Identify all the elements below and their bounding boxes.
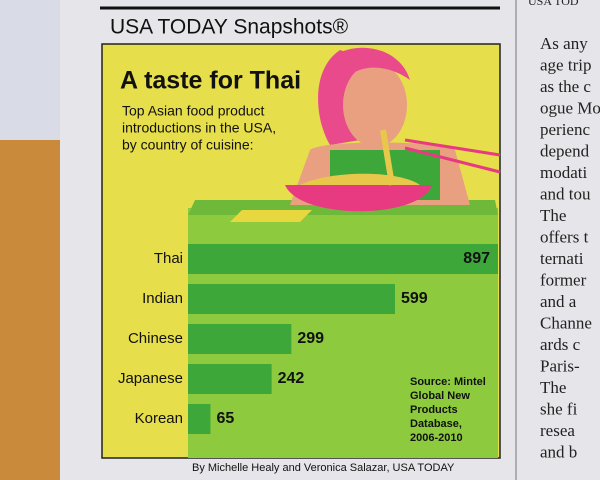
source-line: Products xyxy=(410,404,458,416)
byline: By Michelle Healy and Veronica Salazar, … xyxy=(192,462,455,474)
subtitle-line: by country of cuisine: xyxy=(122,137,254,153)
illustration xyxy=(285,47,501,212)
side-text-line: depend xyxy=(540,141,590,160)
bar xyxy=(188,404,211,434)
category-label: Thai xyxy=(154,250,183,267)
side-text-line: The xyxy=(540,206,566,225)
value-label: 299 xyxy=(297,330,324,347)
chart-title: A taste for Thai xyxy=(120,67,301,95)
bar xyxy=(188,364,272,394)
bar xyxy=(188,244,498,274)
source-line: 2006-2010 xyxy=(410,432,463,444)
category-label: Indian xyxy=(142,290,183,307)
source: Source: Mintel Global New Products Database… xyxy=(410,376,486,444)
side-text-line: perienc xyxy=(540,120,590,139)
source-line: Source: Mintel xyxy=(410,376,486,388)
header: USA TODAY Snapshots® xyxy=(110,16,349,39)
side-text-line: ogue Mo xyxy=(540,98,600,117)
side-text-line: she fi xyxy=(540,399,578,418)
side-text-line: ternati xyxy=(540,249,584,268)
placemat xyxy=(230,210,312,222)
side-text-line: Paris- xyxy=(540,356,580,375)
side-text-line: modati xyxy=(540,163,587,182)
bar xyxy=(188,324,292,354)
side-text-line: Channe xyxy=(540,313,592,332)
side-column: USA TOD As any age trip as the c ogue Mo peri… xyxy=(528,0,600,461)
side-text-line: and a xyxy=(540,292,577,311)
side-text-line: offers t xyxy=(540,227,589,246)
source-line: Database, xyxy=(410,418,462,430)
subtitle-line: introductions in the USA, xyxy=(122,120,276,136)
side-text-line: USA TOD xyxy=(528,0,579,8)
value-label: 897 xyxy=(463,250,490,267)
value-label: 242 xyxy=(278,370,305,387)
category-label: Korean xyxy=(135,410,183,427)
side-text-line: ards c xyxy=(540,335,581,354)
source-line: Global New xyxy=(410,390,470,402)
subtitle-line: Top Asian food product xyxy=(122,103,265,119)
bars: Thai 897 Indian 599 Chinese 299 Japanese 242 Kor… xyxy=(118,244,498,434)
side-text-line: and tou xyxy=(540,184,591,203)
side-text-line: As any xyxy=(540,34,588,53)
side-text-line: former xyxy=(540,270,587,289)
category-label: Chinese xyxy=(128,330,183,347)
side-text-line: as the c xyxy=(540,77,591,96)
side-text-line: age trip xyxy=(540,55,591,74)
side-text-line: resea xyxy=(540,421,575,440)
bar xyxy=(188,284,396,314)
value-label: 599 xyxy=(401,290,428,307)
side-text-line: and b xyxy=(540,442,577,461)
category-label: Japanese xyxy=(118,370,183,387)
side-text-line: The xyxy=(540,378,566,397)
value-label: 65 xyxy=(216,410,234,427)
